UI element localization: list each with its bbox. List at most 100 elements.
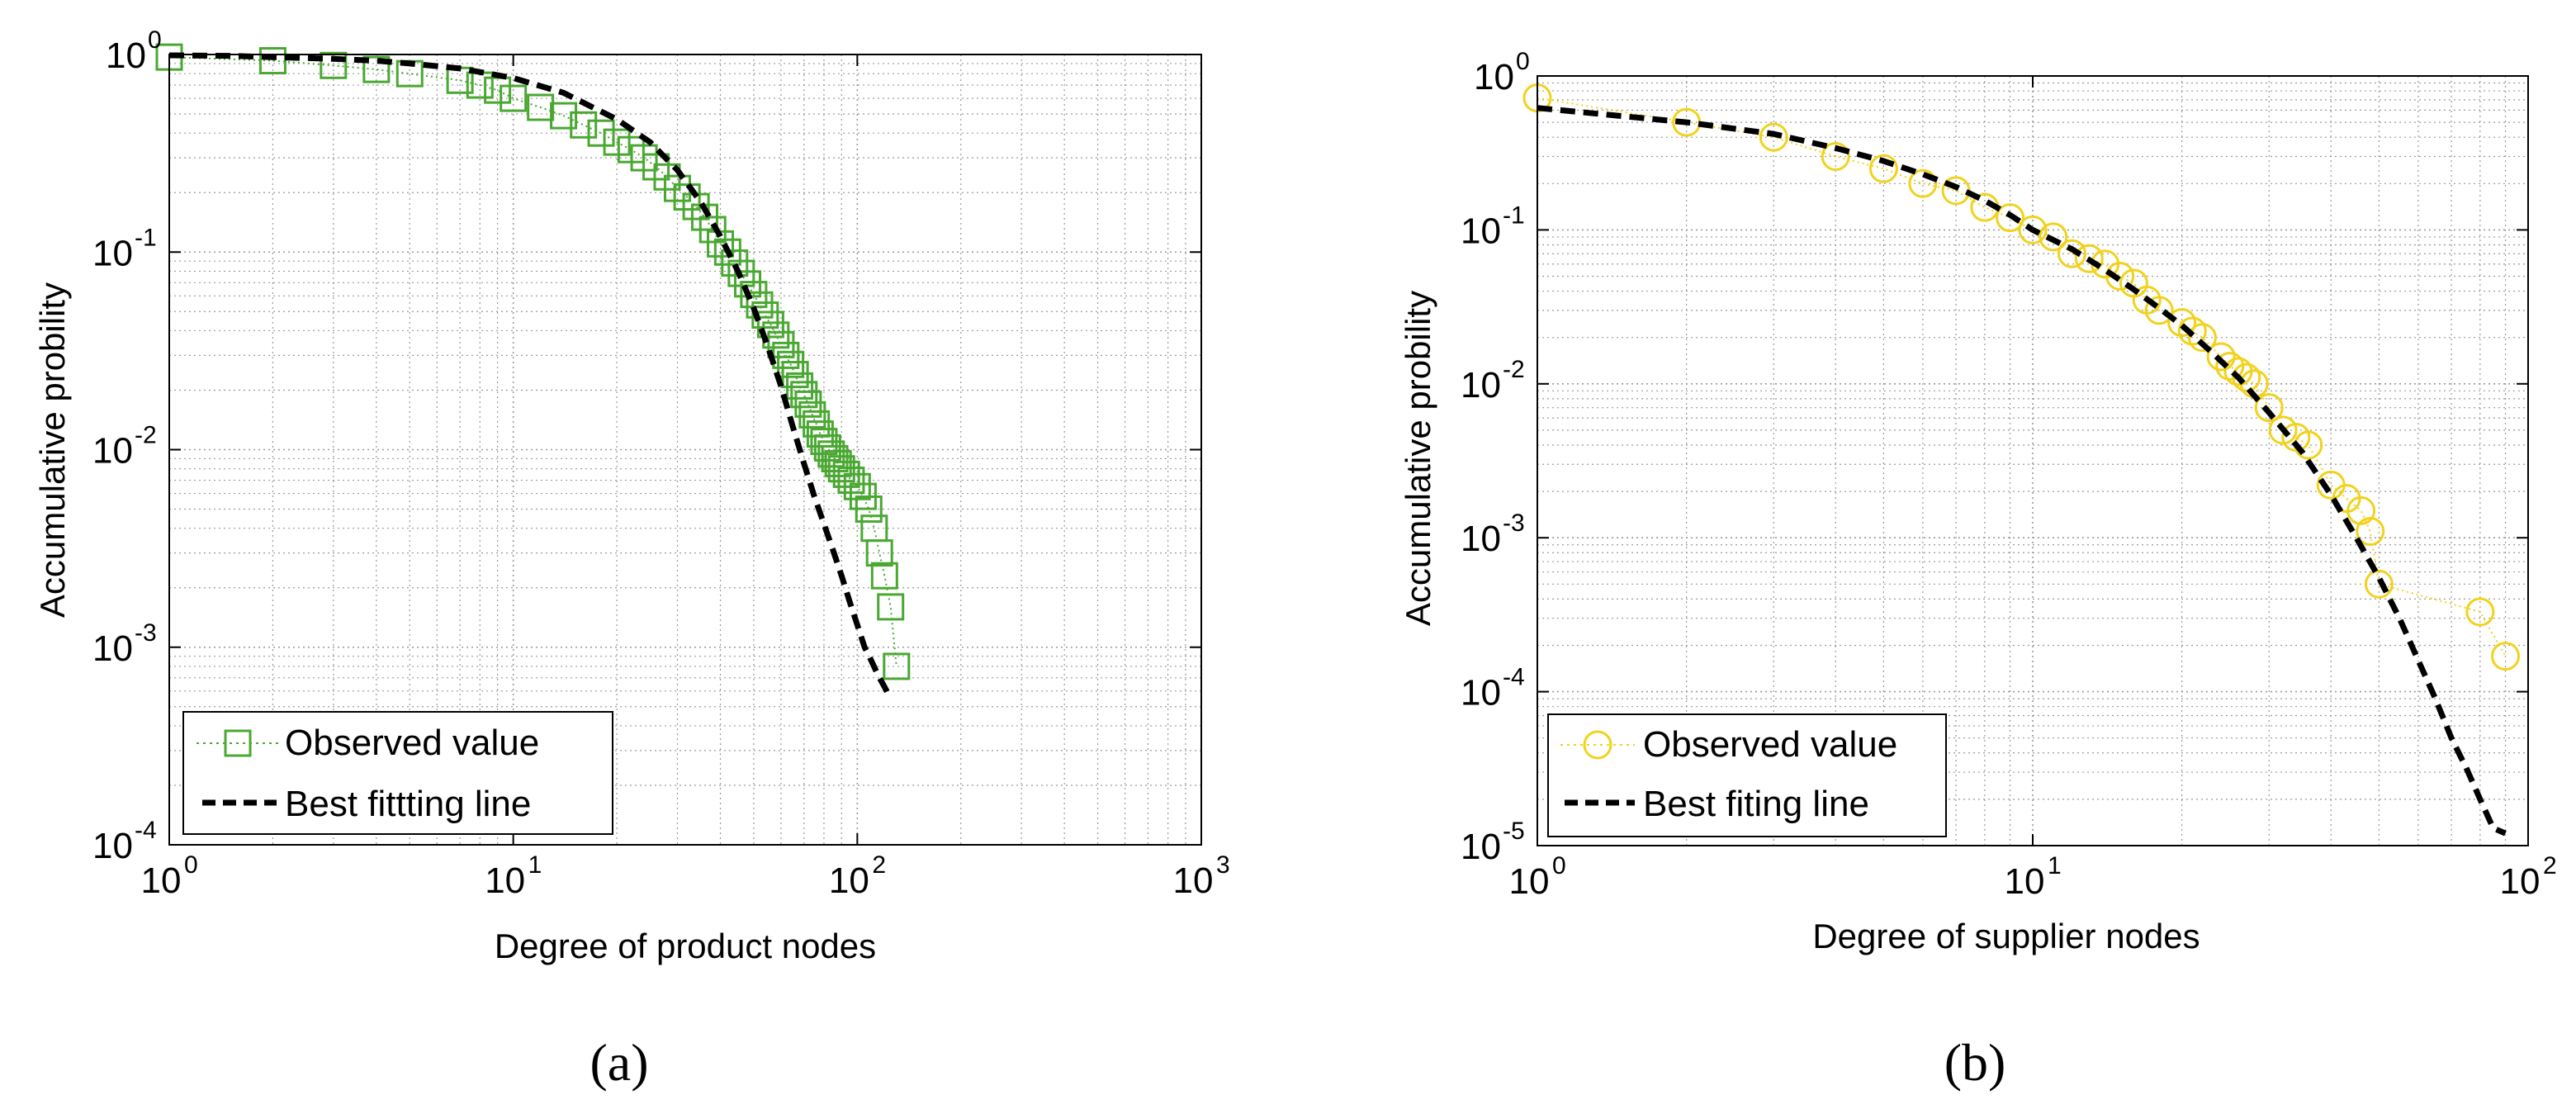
observed-point bbox=[2465, 597, 2495, 627]
x-axis-label-a: Degree of product nodes bbox=[495, 927, 876, 965]
y-tick-label: 10 bbox=[1461, 673, 1501, 713]
observed-point bbox=[2144, 296, 2174, 325]
x-tick-label: 10 bbox=[829, 860, 869, 901]
best-fit-line-a bbox=[168, 52, 893, 700]
observed-point bbox=[2346, 495, 2376, 525]
observed-point bbox=[1868, 154, 1898, 183]
ticks-b: 10 0 10 1 10 210 010 -110 -210 -310 -410 -5 bbox=[1461, 48, 2557, 902]
y-tick-exponent: 0 bbox=[1516, 48, 1530, 75]
x-tick-exponent: 0 bbox=[184, 851, 198, 879]
observed-point bbox=[855, 495, 883, 524]
legend-b: Observed value Best fiting line bbox=[1547, 713, 1947, 837]
y-axis-label-b: Accumulative probility bbox=[1399, 291, 1437, 626]
observed-point bbox=[1996, 203, 2025, 233]
y-tick-label: 10 bbox=[92, 431, 133, 472]
x-axis-label-b: Degree of supplier nodes bbox=[1812, 917, 2200, 955]
x-tick-exponent: 0 bbox=[1552, 852, 1566, 879]
observed-point bbox=[2356, 516, 2385, 546]
observed-point bbox=[500, 84, 528, 112]
series-a bbox=[155, 43, 911, 700]
x-tick-label: 10 bbox=[485, 860, 525, 901]
x-tick-exponent: 1 bbox=[2048, 852, 2062, 879]
chart-panel-a: 10 0 10 1 10 2 10 310 010 -110 -210 -310 -4 Observed… bbox=[33, 26, 1230, 1092]
y-tick-exponent: -3 bbox=[135, 619, 157, 647]
y-tick-label: 10 bbox=[92, 628, 133, 669]
observed-point bbox=[527, 93, 555, 121]
x-tick-exponent: 1 bbox=[528, 851, 542, 879]
y-axis-label-a: Accumulative probility bbox=[33, 282, 72, 618]
observed-point bbox=[320, 51, 348, 79]
ticks-a: 10 0 10 1 10 2 10 310 010 -110 -210 -310 -4 bbox=[92, 26, 1230, 901]
observed-point bbox=[767, 330, 795, 358]
y-tick-exponent: -2 bbox=[135, 422, 157, 449]
y-tick-label: 10 bbox=[1461, 827, 1501, 867]
legend-observed-label-b: Observed value bbox=[1643, 724, 1897, 765]
observed-point bbox=[550, 102, 578, 130]
legend-box-a bbox=[182, 711, 613, 835]
y-tick-exponent: 0 bbox=[148, 26, 162, 54]
observed-point bbox=[2254, 393, 2284, 423]
observed-point bbox=[756, 310, 784, 339]
observed-point bbox=[2039, 222, 2068, 252]
legend-observed-marker-b bbox=[1583, 730, 1612, 760]
panel-caption-b: (b) bbox=[1944, 1033, 2006, 1092]
y-tick-exponent: -3 bbox=[1503, 510, 1525, 537]
series-b bbox=[1522, 83, 2521, 837]
legend-box-b bbox=[1547, 713, 1947, 837]
observed-point bbox=[1759, 122, 1788, 152]
y-tick-exponent: -5 bbox=[1503, 818, 1525, 845]
observed-point bbox=[362, 55, 391, 83]
observed-point bbox=[1821, 141, 1850, 171]
x-tick-label: 10 bbox=[1173, 860, 1214, 901]
y-tick-label: 10 bbox=[1474, 57, 1514, 97]
y-tick-exponent: -1 bbox=[1503, 201, 1525, 229]
x-tick-exponent: 3 bbox=[1216, 851, 1230, 879]
observed-point bbox=[1908, 168, 1938, 198]
observed-point bbox=[673, 183, 701, 211]
y-tick-label: 10 bbox=[92, 826, 133, 866]
x-tick-exponent: 2 bbox=[2543, 852, 2557, 879]
legend-observed-marker-a bbox=[224, 729, 252, 757]
observed-point bbox=[877, 593, 905, 621]
best-fit-line-b bbox=[1537, 105, 2507, 837]
observed-point bbox=[2215, 352, 2245, 382]
x-tick-label: 10 bbox=[1509, 861, 1550, 902]
observed-point bbox=[777, 350, 805, 378]
y-tick-exponent: -4 bbox=[135, 817, 157, 844]
observed-point bbox=[603, 128, 631, 156]
y-tick-exponent: -4 bbox=[1503, 664, 1525, 691]
observed-point bbox=[587, 119, 615, 147]
observed-point bbox=[751, 301, 779, 329]
observed-point bbox=[794, 390, 822, 418]
legend-observed-label-a: Observed value bbox=[285, 723, 539, 763]
observed-point bbox=[790, 381, 818, 409]
observed-point bbox=[883, 652, 911, 680]
y-tick-exponent: -1 bbox=[135, 224, 157, 251]
x-tick-exponent: 2 bbox=[872, 851, 886, 879]
panel-caption-a: (a) bbox=[590, 1033, 648, 1092]
grid-a bbox=[169, 55, 1201, 845]
observed-point bbox=[698, 216, 727, 244]
y-tick-label: 10 bbox=[1461, 519, 1501, 559]
legend-a: Observed value Best fittting line bbox=[182, 711, 613, 835]
observed-point bbox=[2074, 244, 2104, 273]
observed-point bbox=[817, 440, 845, 468]
observed-point bbox=[2491, 642, 2521, 671]
observed-point bbox=[2167, 308, 2197, 338]
legend-fit-label-a: Best fittting line bbox=[285, 784, 531, 824]
observed-point bbox=[642, 153, 670, 181]
y-tick-label: 10 bbox=[92, 233, 133, 273]
observed-point bbox=[865, 539, 893, 567]
y-tick-exponent: -2 bbox=[1503, 356, 1525, 383]
observed-point bbox=[258, 47, 286, 75]
x-tick-label: 10 bbox=[2005, 861, 2045, 902]
observed-point bbox=[870, 562, 898, 590]
legend-fit-label-b: Best fiting line bbox=[1643, 784, 1869, 824]
x-tick-label: 10 bbox=[2500, 861, 2540, 902]
y-tick-label: 10 bbox=[106, 36, 146, 76]
observed-point bbox=[570, 111, 598, 139]
observed-point bbox=[2206, 342, 2236, 372]
observed-point bbox=[2105, 262, 2135, 292]
observed-point bbox=[2232, 363, 2261, 392]
